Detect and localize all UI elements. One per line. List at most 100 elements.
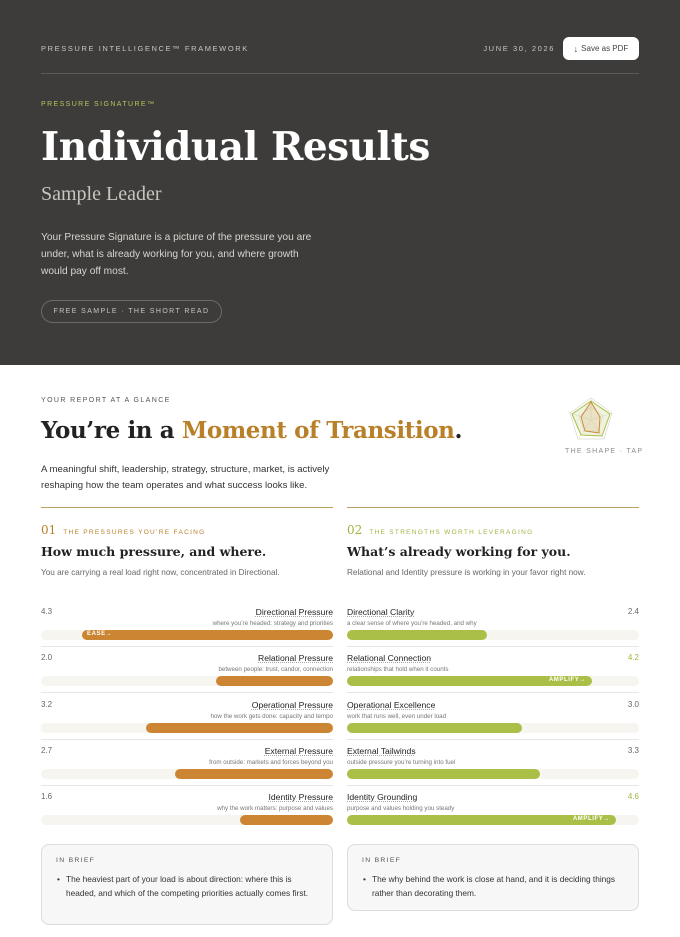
brief-item: The heaviest part of your load is about … [57,872,318,900]
strength-row[interactable]: 4.6 Identity Grounding purpose and values … [347,792,639,839]
dimension-name[interactable]: Operational Pressure [251,699,333,710]
strengths-subtitle: Relational and Identity pressure is work… [347,568,586,577]
score-value: 2.0 [41,653,53,663]
score-value: 4.2 [627,653,639,663]
glance-label: YOUR REPORT AT A GLANCE [41,397,171,404]
score-value: 4.3 [41,607,53,616]
strengths-number: 02 [347,523,363,537]
dimension-name[interactable]: Directional Clarity [347,607,415,617]
score-value: 2.7 [41,745,53,755]
brief-label: IN BRIEF [362,857,402,864]
pressure-row[interactable]: 2.7 External Pressure from outside: market… [41,746,333,793]
strength-row[interactable]: 4.2 Relational Connection relationships th… [347,653,639,700]
framework-label: PRESSURE INTELLIGENCE™ FRAMEWORK [41,44,249,53]
radar-shape-icon[interactable] [566,396,616,442]
score-track [347,768,639,779]
score-track [41,815,333,826]
strength-row[interactable]: 3.0 Operational Excellence work that runs … [347,700,639,747]
score-track [41,676,333,687]
score-track: EASE→ [41,630,333,640]
row-divider [41,784,333,786]
strengths-title: What’s already working for you. [347,544,571,559]
pressures-title: How much pressure, and where. [41,544,267,559]
brief-list: The why behind the work is close at hand… [362,872,624,900]
dimension-name[interactable]: External Pressure [264,745,333,756]
dimension-name[interactable]: Relational Pressure [258,653,333,664]
pressures-section: 01 THE PRESSURES YOU’RE FACING How much … [41,507,333,577]
ease-tag: EASE→ [87,631,113,637]
glance-headline: You’re in a Moment of Transition. [41,417,462,444]
score-value: 3.0 [627,699,639,709]
score-bar [347,630,487,640]
row-divider [41,692,333,694]
brief-label: IN BRIEF [56,857,96,864]
dimension-name[interactable]: Directional Pressure [255,607,333,617]
dimension-description: between people: trust, candor, connectio… [218,666,333,674]
pressure-row[interactable]: 1.6 Identity Pressure why the work matters… [41,792,333,839]
row-divider [41,646,333,647]
signature-eyebrow: PRESSURE SIGNATURE™ [41,101,156,108]
headline-accent: Moment of Transition [181,417,455,444]
glance-lead: A meaningful shift, leadership, strategy… [41,464,330,491]
dimension-description: work that runs well, even under load [347,712,447,720]
score-bar: AMPLIFY→ [347,815,616,826]
row-divider [347,738,639,740]
score-value: 4.6 [627,792,639,802]
dimension-description: why the work matters: purpose and values [217,805,333,813]
pressure-row[interactable]: 4.3 Directional Pressure where you’re head… [41,607,333,654]
dimension-name[interactable]: Identity Grounding [347,792,418,803]
report-date: JUNE 30, 2026 [483,44,555,53]
pressures-brief: IN BRIEF The heaviest part of your load … [41,844,333,925]
download-arrow-icon: ↓ [573,43,579,54]
row-divider [347,784,639,786]
save-as-pdf-button[interactable]: ↓ Save as PDF [563,37,639,60]
pressures-number: 01 [41,523,57,537]
brief-item: The why behind the work is close at hand… [363,872,624,900]
pressures-heading: 01 THE PRESSURES YOU’RE FACING [41,523,333,537]
dimension-description: relationships that hold when it counts [347,666,449,674]
row-divider [41,738,333,740]
dimension-description: purpose and values holding you steady [347,805,455,813]
headline-suffix: . [454,417,463,444]
pressure-row[interactable]: 2.0 Relational Pressure between people: tr… [41,653,333,700]
dimension-name[interactable]: Operational Excellence [347,699,436,710]
dimension-description: a clear sense of where you’re headed, an… [347,620,477,627]
intro-text: Your Pressure Signature is a picture of … [41,232,312,277]
score-track: AMPLIFY→ [347,815,639,826]
strength-row[interactable]: 3.3 External Tailwinds outside pressure yo… [347,746,639,793]
leader-name: Sample Leader [41,183,162,205]
brief-list: The heaviest part of your load is about … [56,872,318,900]
hero-header: PRESSURE INTELLIGENCE™ FRAMEWORK JUNE 30… [0,0,680,365]
score-track: AMPLIFY→ [347,676,639,687]
sample-badge: FREE SAMPLE · THE SHORT READ [41,300,222,323]
score-bar [146,722,333,733]
score-track [41,722,333,733]
score-value: 1.6 [41,792,53,802]
pressures-subtitle: You are carrying a real load right now, … [41,568,280,577]
score-value: 2.4 [627,607,639,616]
dimension-name[interactable]: Relational Connection [347,653,432,664]
score-bar [240,815,333,826]
dimension-name[interactable]: Identity Pressure [268,792,333,803]
strengths-brief: IN BRIEF The why behind the work is clos… [347,844,639,911]
row-divider [347,646,639,647]
score-bar [347,722,522,733]
shape-tap-label[interactable]: THE SHAPE · TAP [565,448,644,455]
save-as-pdf-label: Save as PDF [581,44,629,53]
score-value: 3.2 [41,699,53,709]
strengths-eyebrow: THE STRENGTHS WORTH LEVERAGING [369,529,534,536]
pressure-row[interactable]: 3.2 Operational Pressure how the work gets… [41,700,333,747]
score-bar [175,768,333,779]
strengths-heading: 02 THE STRENGTHS WORTH LEVERAGING [347,523,639,537]
page-title: Individual Results [41,124,430,170]
dimension-description: how the work gets done: capacity and tem… [210,712,333,720]
score-track [347,630,639,640]
dimension-name[interactable]: External Tailwinds [347,745,416,756]
headline-prefix: You’re in a [41,417,182,444]
score-track [347,722,639,733]
strengths-section: 02 THE STRENGTHS WORTH LEVERAGING What’s… [347,507,639,577]
score-value: 3.3 [627,745,639,755]
dimension-description: outside pressure you’re turning into fue… [347,758,456,766]
score-bar [216,676,333,687]
strength-row[interactable]: 2.4 Directional Clarity a clear sense of w… [347,607,639,654]
